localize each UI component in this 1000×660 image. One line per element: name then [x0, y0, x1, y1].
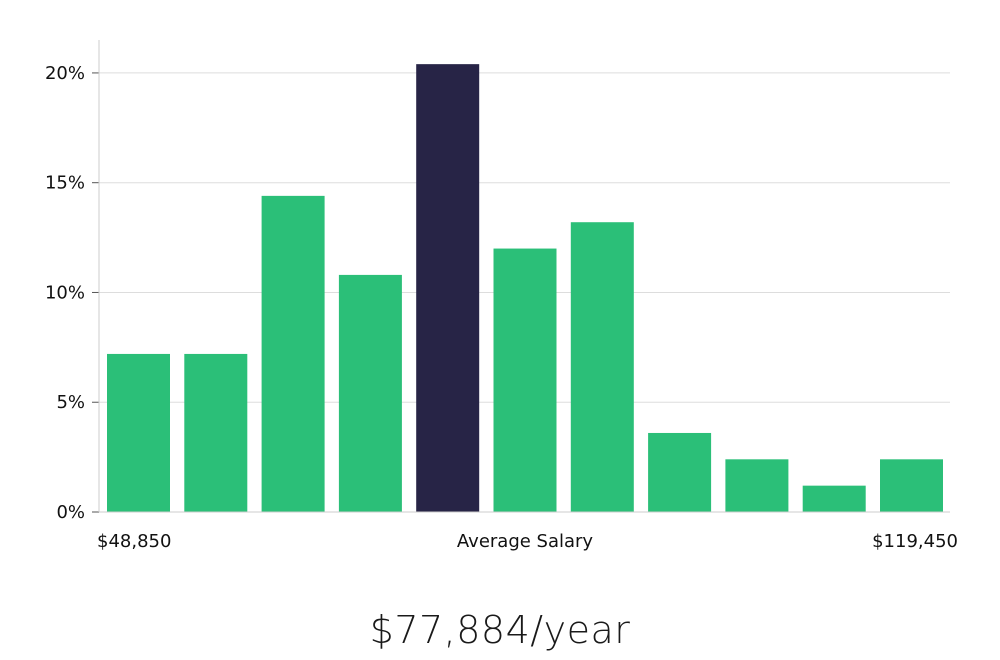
y-tick-label: 15% — [45, 173, 85, 194]
x-max-label: $119,450 — [872, 531, 958, 552]
bar-highlight — [416, 64, 480, 512]
x-center-label: Average Salary — [457, 531, 594, 552]
average-salary-value: $77,884/year — [369, 608, 631, 652]
y-tick-label: 0% — [56, 502, 85, 523]
bar — [802, 485, 866, 512]
bar — [261, 195, 325, 513]
bar — [493, 248, 557, 512]
bar — [880, 459, 943, 512]
bar — [338, 274, 402, 512]
x-min-label: $48,850 — [97, 531, 171, 552]
y-tick-label: 10% — [45, 282, 85, 303]
bar — [648, 432, 712, 512]
bar — [570, 222, 634, 512]
bar — [725, 459, 789, 512]
y-axis-ticks: 0% 5% 10% 15% 20% — [45, 63, 99, 523]
bar — [107, 353, 170, 512]
y-tick-label: 20% — [45, 63, 85, 84]
bars — [107, 64, 943, 513]
salary-histogram: 0% 5% 10% 15% 20% $48,850 Average Salary $11… — [45, 40, 958, 552]
y-tick-label: 5% — [56, 392, 85, 413]
bar — [184, 353, 248, 512]
